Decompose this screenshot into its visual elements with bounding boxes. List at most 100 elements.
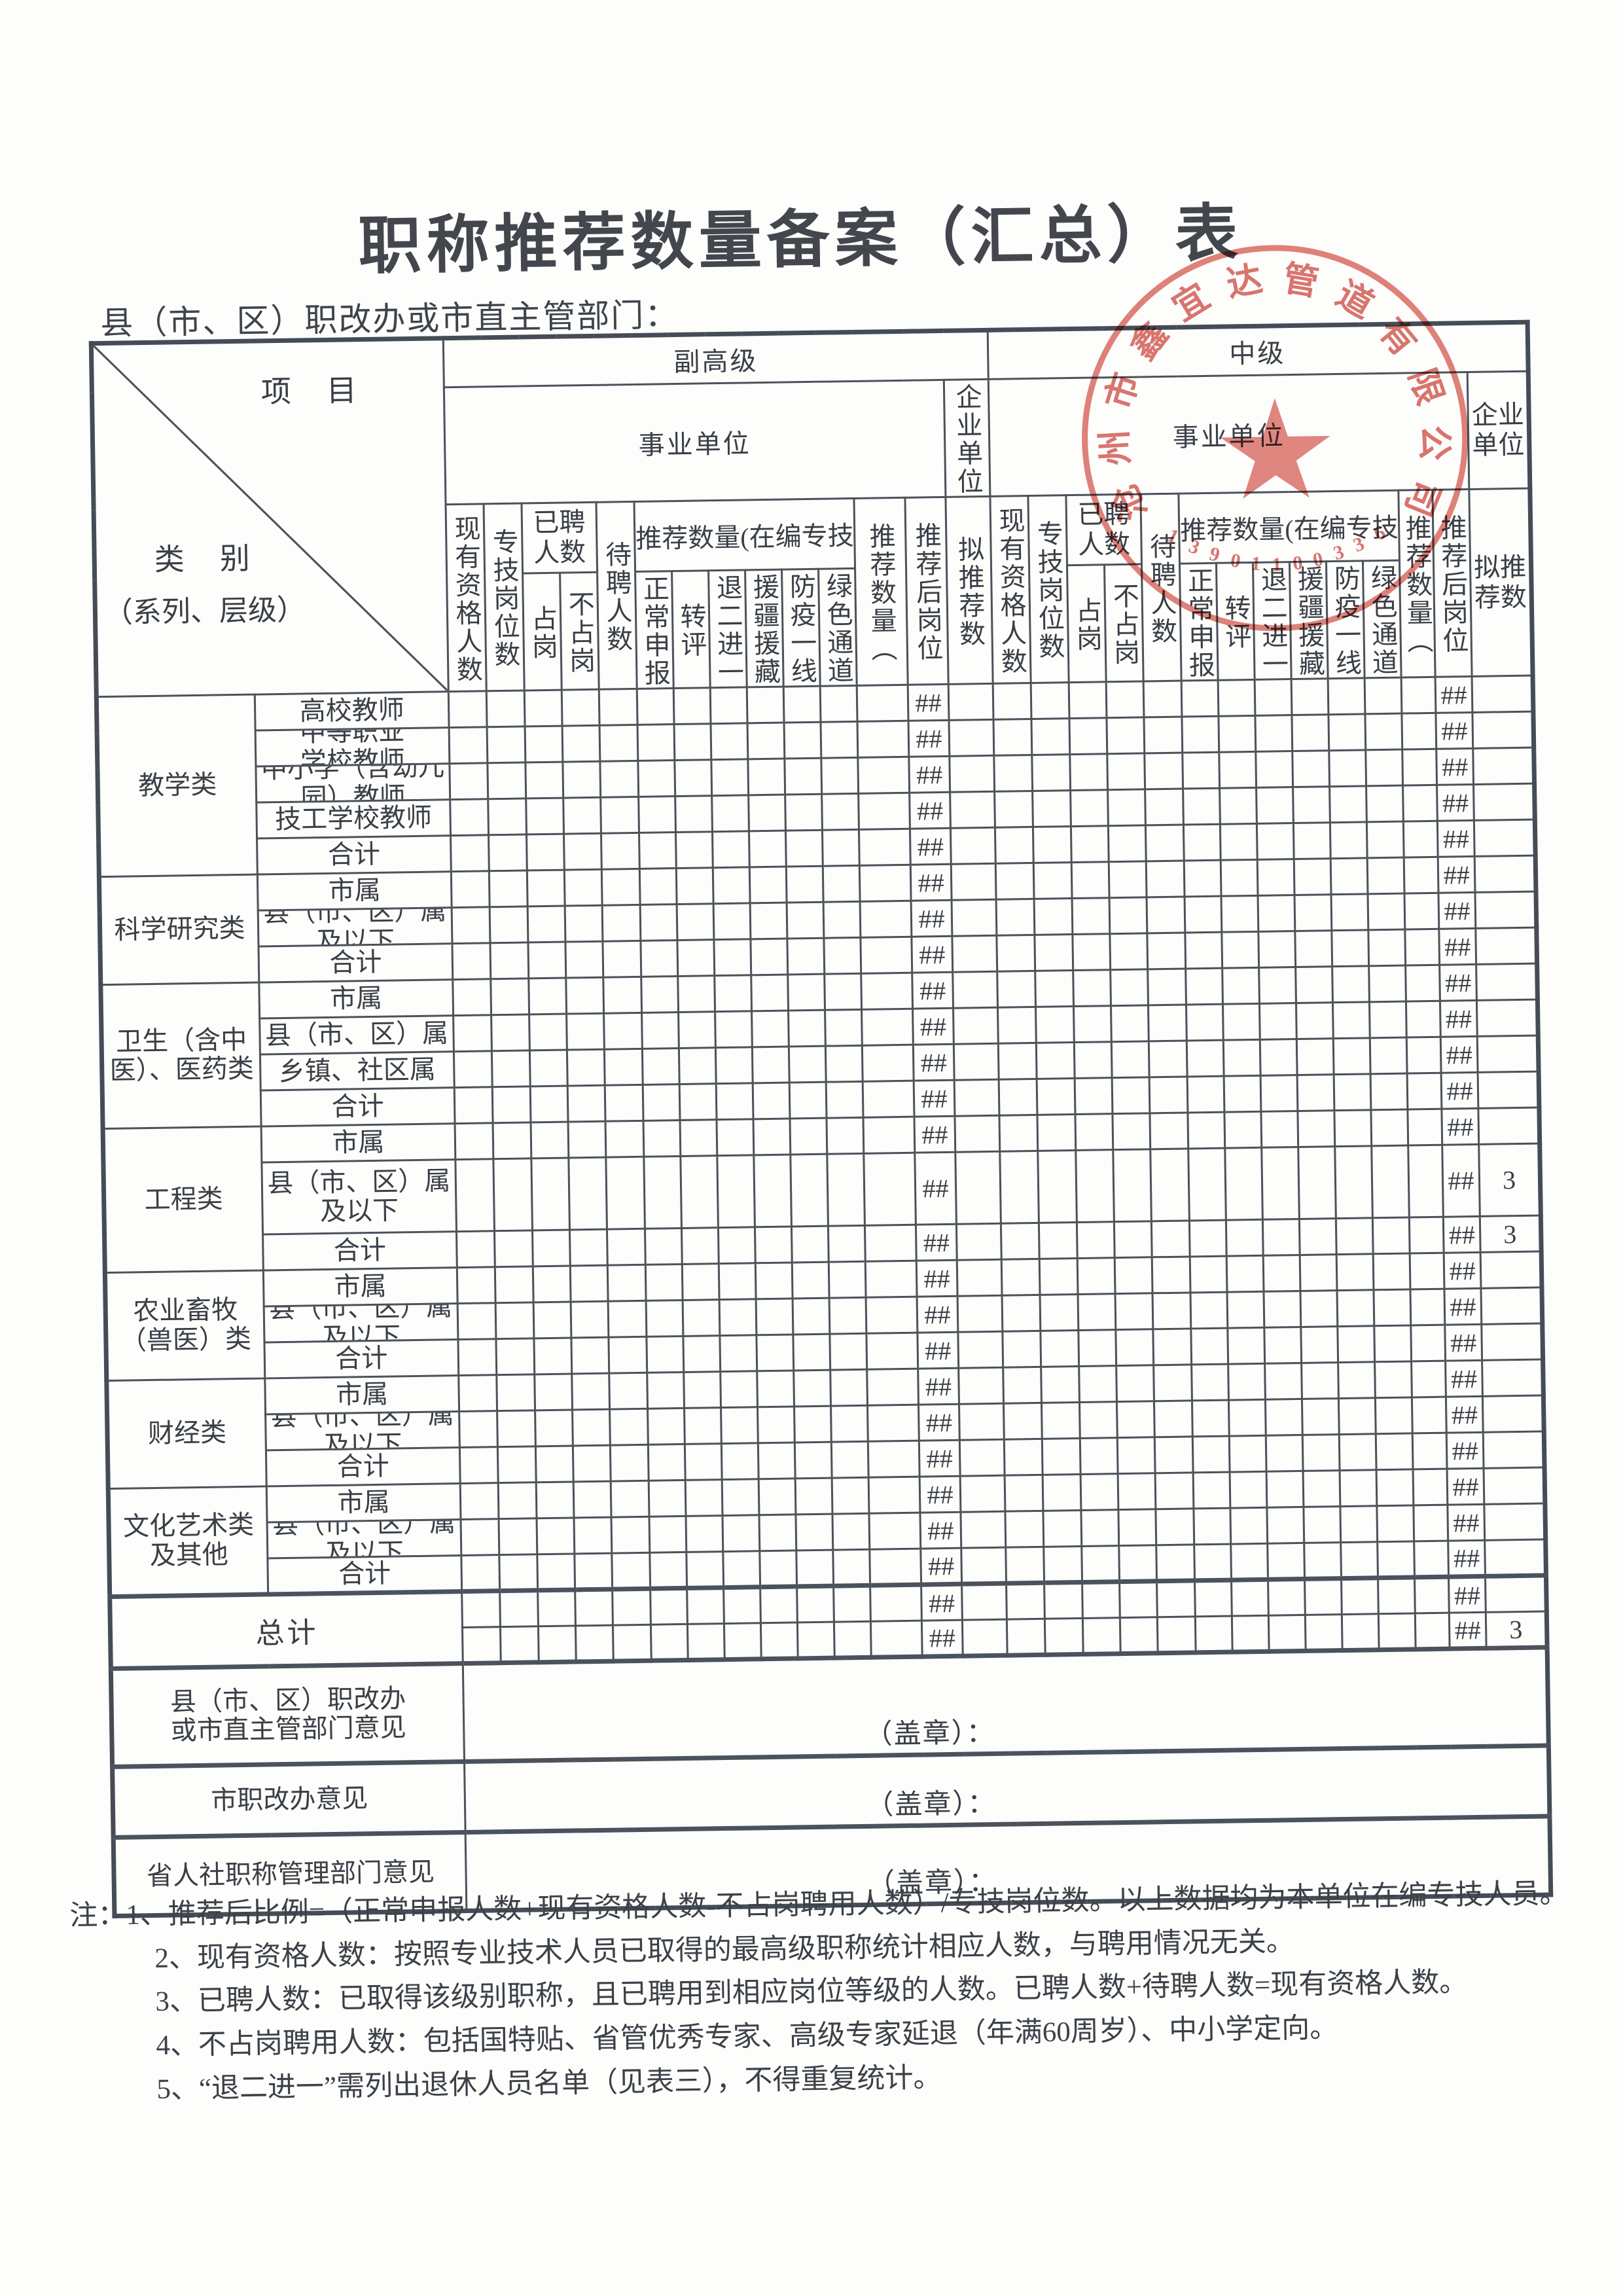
data-cell [993,719,1032,756]
data-cell [1406,1001,1441,1038]
data-cell [1403,821,1438,858]
row-label-text: 高校教师 [299,694,404,726]
data-cell [1040,1330,1079,1367]
data-cell [832,1549,870,1587]
data-cell [486,690,526,727]
data-cell [572,1409,611,1446]
data-cell [1145,825,1185,861]
overflow-mark-cell: ## [1438,856,1476,893]
data-cell [1120,1617,1158,1654]
data-cell [1002,1295,1041,1332]
data-cell [575,1589,613,1626]
data-cell [1226,1219,1264,1257]
data-cell [1341,1577,1379,1615]
data-cell [794,1442,832,1479]
data-cell [602,941,641,978]
data-cell [1114,1221,1152,1258]
data-cell [757,1406,795,1443]
data-cell [649,1552,687,1589]
data-cell [1366,821,1404,858]
data-cell [1264,1327,1302,1364]
col-header-pending: 待聘人数 [596,501,637,690]
data-cell [950,827,996,865]
data-cell [677,903,714,941]
overflow-mark-cell: ## [1436,784,1474,821]
data-cell [495,1266,534,1303]
data-cell [1221,859,1258,897]
data-cell [1044,1582,1083,1619]
data-cell [758,1478,796,1515]
data-cell [533,1266,571,1302]
col-header-proposed-middle: 拟推荐数 [1469,488,1533,677]
data-cell [1261,1111,1298,1148]
data-cell [1330,821,1368,859]
overflow-mark-cell: ## [1438,928,1476,965]
data-cell [1078,1293,1116,1331]
data-cell [954,1115,1000,1153]
data-cell [1189,1220,1227,1257]
data-cell [452,906,490,944]
data-cell [755,1262,793,1299]
overflow-mark-cell: ## [910,864,952,901]
col-header-hired-on: 占岗 [522,573,562,691]
data-cell [830,1369,868,1407]
data-cell [1226,1255,1264,1293]
data-cell [1268,1579,1306,1616]
data-cell [828,1225,866,1263]
data-cell [753,1119,791,1155]
col-header-post: 专技岗位数 [484,503,525,691]
data-cell [1366,785,1404,822]
data-cell [1144,717,1183,753]
data-cell [1332,965,1370,1003]
data-cell [537,1553,575,1590]
data-cell [611,1516,650,1554]
data-cell [957,1295,1003,1333]
data-cell [533,1302,571,1338]
data-cell [448,691,488,728]
data-cell [716,1083,753,1120]
data-cell [609,1408,649,1446]
data-cell [1404,893,1439,930]
data-cell [953,1007,999,1045]
data-cell [1111,1041,1150,1078]
data-cell [574,1553,613,1590]
data-cell [865,1261,918,1298]
data-cell [1260,1075,1298,1112]
data-cell [796,1550,834,1587]
data-cell [462,1626,501,1664]
data-cell [646,1300,683,1337]
data-cell [1110,969,1149,1006]
data-cell [563,797,601,834]
seal-here-label: （盖章）： [866,1788,997,1821]
data-cell [1227,1291,1264,1329]
row-label-text: 县（市、区）属 及以下 [268,1303,453,1342]
data-cell [1336,1217,1374,1255]
data-cell [1194,1580,1232,1617]
data-cell [453,1014,492,1052]
data-cell [490,978,529,1015]
data-cell [602,905,641,942]
data-cell [528,978,567,1014]
data-cell [601,869,641,906]
data-cell [784,758,822,795]
data-cell [1478,1107,1540,1145]
overflow-mark-cell: ## [911,936,953,973]
overflow-mark-cell: ## [1439,964,1477,1001]
data-cell [647,1408,685,1445]
data-cell [1338,1397,1376,1435]
data-cell [1369,1001,1407,1038]
category-label-text: 工程类 [144,1183,224,1215]
data-cell [683,1299,720,1336]
data-cell [1337,1289,1374,1327]
data-cell [1329,785,1367,823]
data-cell [999,1115,1038,1152]
data-cell [1304,1542,1342,1579]
overflow-mark-cell: ## [912,1008,954,1045]
data-cell [1376,1469,1414,1506]
data-cell [638,796,676,833]
col-header-retire-two: 退二进一 [1253,562,1292,680]
data-cell [954,1043,999,1081]
data-cell [715,1011,753,1048]
row-label-text: 合计 [327,839,381,870]
